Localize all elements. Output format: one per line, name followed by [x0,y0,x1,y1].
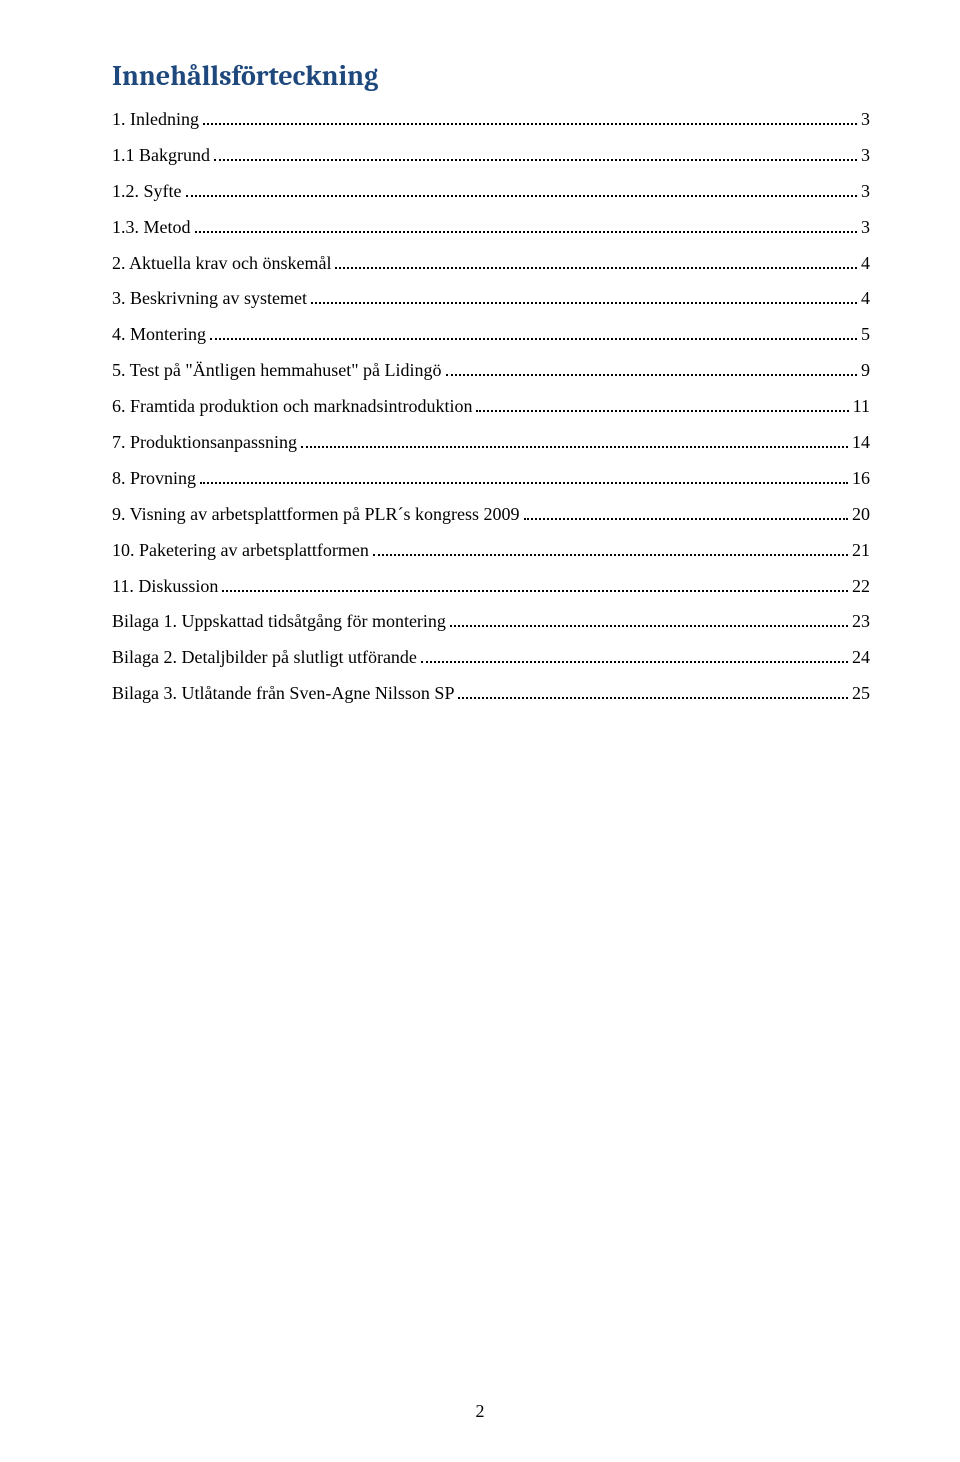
toc-page: 9 [861,357,870,385]
document-page: Innehållsförteckning 1. Inledning 3 1.1 … [0,0,960,1462]
toc-entry: 1.2. Syfte 3 [112,178,870,206]
toc-entry: 1. Inledning 3 [112,106,870,134]
toc-entry: 5. Test på "Äntligen hemmahuset" på Lidi… [112,357,870,385]
toc-label: 10. Paketering av arbetsplattformen [112,537,369,565]
toc-leader [335,254,857,268]
toc-leader [311,290,857,304]
toc-page: 20 [852,501,870,529]
toc-page: 11 [853,393,870,421]
toc-label: 1.1 Bakgrund [112,142,210,170]
toc-leader [450,613,848,627]
page-number: 2 [0,1401,960,1422]
toc-entry: Bilaga 1. Uppskattad tidsåtgång för mont… [112,608,870,636]
toc-page: 5 [861,321,870,349]
toc-page: 4 [861,285,870,313]
toc-leader [446,362,857,376]
toc-leader [421,649,848,663]
toc-page: 3 [861,178,870,206]
toc-entry: 1.1 Bakgrund 3 [112,142,870,170]
toc-entry: 6. Framtida produktion och marknadsintro… [112,393,870,421]
toc-leader [373,541,848,555]
toc-entry: Bilaga 2. Detaljbilder på slutligt utför… [112,644,870,672]
toc-label: 3. Beskrivning av systemet [112,285,307,313]
toc-list: 1. Inledning 3 1.1 Bakgrund 3 1.2. Syfte… [112,106,870,708]
toc-leader [200,470,848,484]
toc-entry: 7. Produktionsanpassning 14 [112,429,870,457]
toc-page: 25 [852,680,870,708]
toc-label: 11. Diskussion [112,573,218,601]
toc-entry: 4. Montering 5 [112,321,870,349]
toc-entry: 9. Visning av arbetsplattformen på PLR´s… [112,501,870,529]
toc-label: 1.2. Syfte [112,178,182,206]
toc-entry: 2. Aktuella krav och önskemål 4 [112,250,870,278]
toc-leader [476,398,848,412]
toc-label: Bilaga 3. Utlåtande från Sven-Agne Nilss… [112,680,454,708]
toc-heading: Innehållsförteckning [112,60,870,92]
toc-leader [301,434,848,448]
toc-label: 1.3. Metod [112,214,191,242]
toc-leader [214,147,857,161]
toc-entry: 8. Provning 16 [112,465,870,493]
toc-label: 6. Framtida produktion och marknadsintro… [112,393,472,421]
toc-leader [195,218,858,232]
toc-label: Bilaga 2. Detaljbilder på slutligt utför… [112,644,417,672]
toc-label: 1. Inledning [112,106,199,134]
toc-label: 9. Visning av arbetsplattformen på PLR´s… [112,501,520,529]
toc-page: 3 [861,214,870,242]
toc-page: 3 [861,142,870,170]
toc-label: 2. Aktuella krav och önskemål [112,250,331,278]
toc-page: 22 [852,573,870,601]
toc-label: Bilaga 1. Uppskattad tidsåtgång för mont… [112,608,446,636]
toc-page: 24 [852,644,870,672]
toc-page: 16 [852,465,870,493]
toc-entry: Bilaga 3. Utlåtande från Sven-Agne Nilss… [112,680,870,708]
toc-leader [458,685,848,699]
toc-entry: 10. Paketering av arbetsplattformen 21 [112,537,870,565]
toc-entry: 3. Beskrivning av systemet 4 [112,285,870,313]
toc-label: 4. Montering [112,321,206,349]
toc-label: 7. Produktionsanpassning [112,429,297,457]
toc-leader [186,182,858,196]
toc-leader [222,577,848,591]
toc-label: 5. Test på "Äntligen hemmahuset" på Lidi… [112,357,442,385]
toc-page: 23 [852,608,870,636]
toc-leader [524,505,848,519]
toc-entry: 11. Diskussion 22 [112,573,870,601]
toc-leader [203,111,857,125]
toc-entry: 1.3. Metod 3 [112,214,870,242]
toc-leader [210,326,857,340]
toc-label: 8. Provning [112,465,196,493]
toc-page: 3 [861,106,870,134]
toc-page: 14 [852,429,870,457]
toc-page: 4 [861,250,870,278]
toc-page: 21 [852,537,870,565]
